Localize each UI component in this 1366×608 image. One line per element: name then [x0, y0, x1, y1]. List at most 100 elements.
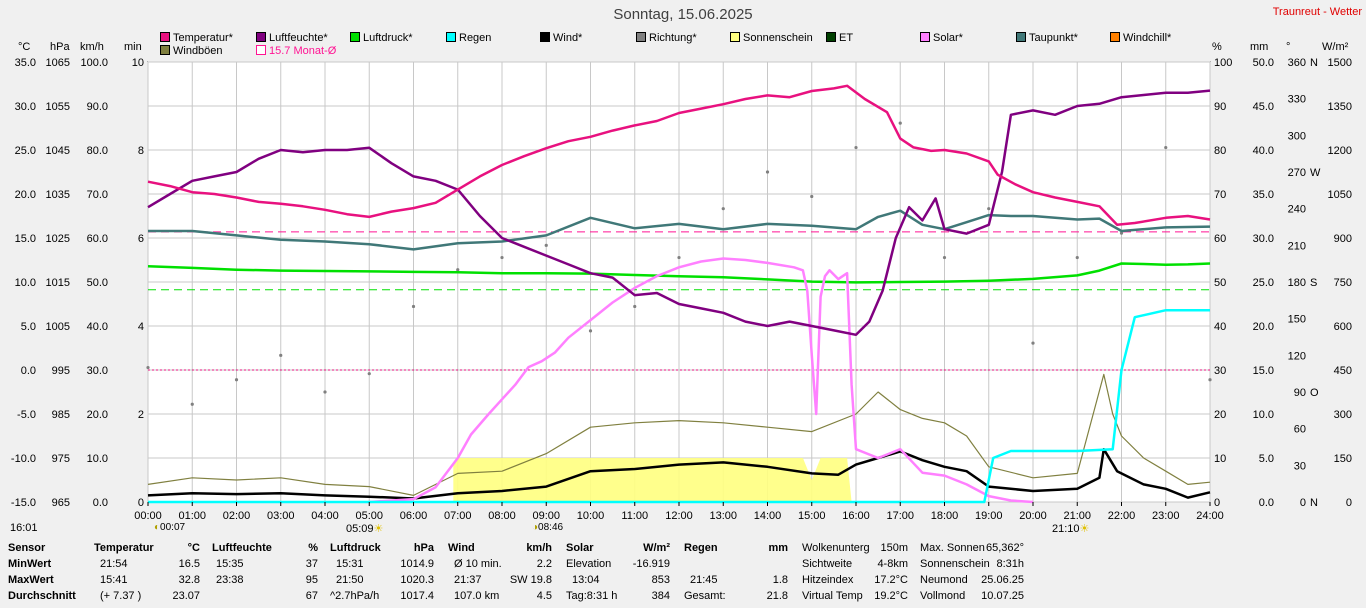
- legend-swatch: [256, 45, 266, 55]
- left-time-label: 16:01: [10, 522, 38, 534]
- sun-icon: ☀: [1079, 523, 1090, 535]
- extra-value: 17.2°C: [874, 574, 908, 586]
- y-compass-label: N: [1310, 497, 1318, 509]
- stat-value: 32.8: [178, 574, 200, 586]
- x-tick-label: 07:00: [444, 510, 472, 522]
- stats-unit-press: hPa: [413, 542, 434, 554]
- y-tick-label-hum: 40: [1214, 321, 1226, 333]
- series-luftfeuchte: [147, 89, 1211, 337]
- sunrise-marker: 05:09☀: [346, 522, 383, 535]
- stat-time: Tag:8:31 h: [566, 590, 618, 602]
- stats-header-wind: Wind: [448, 542, 475, 554]
- legend-item-solar[interactable]: Solar*: [920, 32, 963, 45]
- unit-wm2: W/m²: [1322, 41, 1349, 53]
- legend-item-luftdruck[interactable]: Luftdruck*: [350, 32, 413, 45]
- y-tick-label-solar: 1350: [1328, 101, 1352, 113]
- legend-item-luftfeuchte[interactable]: Luftfeuchte*: [256, 32, 328, 45]
- series-richtung-point: [1031, 341, 1035, 345]
- y-tick-label-hum: 100: [1214, 57, 1232, 69]
- legend-swatch: [446, 32, 456, 42]
- series-richtung-point: [500, 255, 504, 260]
- series-wind: [147, 447, 1211, 500]
- astro-label: Neumond: [920, 574, 968, 586]
- series-richtung-point: [367, 372, 371, 376]
- y-tick-label-press: 1065: [46, 57, 70, 69]
- y-tick-label-sun: 8: [138, 145, 144, 157]
- legend-item-regen[interactable]: Regen: [446, 32, 491, 45]
- legend-label: Luftdruck*: [363, 32, 413, 44]
- legend-item-richtung[interactable]: Richtung*: [636, 32, 697, 45]
- legend-swatch: [160, 32, 170, 42]
- legend-item-wind[interactable]: Wind*: [540, 32, 582, 45]
- extra-label: Hitzeindex: [802, 574, 854, 586]
- x-tick-label: 16:00: [842, 510, 870, 522]
- y-tick-label-rain: 50.0: [1253, 57, 1274, 69]
- stat-time: ^2.7hPa/h: [330, 590, 380, 602]
- legend-swatch: [350, 32, 360, 42]
- legend-item-et[interactable]: ET: [826, 32, 853, 45]
- y-tick-label-hum: 30: [1214, 365, 1226, 377]
- x-tick-label: 03:00: [267, 510, 295, 522]
- y-tick-label-wind: 0.0: [93, 497, 108, 509]
- y-tick-label-temp: 35.0: [15, 57, 36, 69]
- legend-label: Taupunkt*: [1029, 32, 1078, 44]
- x-tick-label: 12:00: [665, 510, 693, 522]
- y-tick-label-sun: 4: [138, 321, 144, 333]
- x-tick-label: 04:00: [311, 510, 339, 522]
- y-tick-label-wind: 50.0: [87, 277, 108, 289]
- y-tick-label-dir: 90: [1294, 387, 1306, 399]
- chart-title: Sonntag, 15.06.2025: [613, 6, 753, 23]
- y-tick-label-rain: 45.0: [1253, 101, 1274, 113]
- legend-label: Windböen: [173, 45, 223, 57]
- legend-item-taupunkt[interactable]: Taupunkt*: [1016, 32, 1078, 45]
- stats-unit-wind: km/h: [526, 542, 552, 554]
- legend-label: Solar*: [933, 32, 963, 44]
- stats-sensor-col: Sensor MinWert MaxWert Durchschnitt: [8, 540, 88, 604]
- legend-item-windboeen[interactable]: Windböen: [160, 45, 223, 58]
- y-tick-label-temp: 0.0: [21, 365, 36, 377]
- y-tick-label-dir: 270: [1288, 167, 1306, 179]
- x-tick-label: 10:00: [577, 510, 605, 522]
- legend-item-windchill[interactable]: Windchill*: [1110, 32, 1171, 45]
- series-sonnenschein: [453, 458, 852, 502]
- y-tick-label-solar: 0: [1346, 497, 1352, 509]
- y-tick-label-temp: -10.0: [11, 453, 36, 465]
- x-tick-label: 00:00: [134, 510, 162, 522]
- sunrise-time: 05:09: [346, 523, 374, 535]
- stat-time: 15:31: [336, 558, 364, 570]
- y-tick-label-solar: 1050: [1328, 189, 1352, 201]
- y-compass-label: N: [1310, 57, 1318, 69]
- legend-label: Regen: [459, 32, 492, 44]
- series-richtung-point: [544, 243, 548, 247]
- stat-value: 95: [305, 574, 318, 586]
- x-tick-label: 08:00: [488, 510, 516, 522]
- stat-value: -16.919: [632, 558, 670, 570]
- stat-value: 23.07: [172, 590, 200, 602]
- stat-time: 21:54: [100, 558, 128, 570]
- stat-time: 15:41: [100, 574, 128, 586]
- y-tick-label-solar: 600: [1334, 321, 1352, 333]
- y-tick-label-rain: 35.0: [1253, 189, 1274, 201]
- legend-item-temperatur[interactable]: Temperatur*: [160, 32, 233, 45]
- series-richtung-point: [1075, 255, 1079, 260]
- stat-time: 15:35: [216, 558, 244, 570]
- legend-item-sonnenschein[interactable]: Sonnenschein: [730, 32, 813, 45]
- x-tick-label: 15:00: [798, 510, 826, 522]
- y-tick-label-sun: 10: [132, 57, 144, 69]
- unit-min: min: [124, 41, 142, 53]
- series-richtung-point: [1119, 231, 1124, 235]
- series-richtung-point: [721, 207, 725, 211]
- extra-value: 150m: [880, 542, 908, 554]
- legend-item-monthly-avg[interactable]: 15.7 Monat-Ø: [256, 45, 336, 58]
- y-tick-label-press: 1035: [46, 189, 70, 201]
- unit-deg: °: [1286, 41, 1291, 53]
- y-tick-label-sun: 2: [138, 409, 144, 421]
- y-tick-label-dir: 30: [1294, 460, 1306, 472]
- y-tick-label-wind: 30.0: [87, 365, 108, 377]
- stat-time: 21:37: [454, 574, 482, 586]
- series-richtung-point: [411, 304, 416, 309]
- x-tick-label: 21:00: [1063, 510, 1091, 522]
- stats-temp-col: Temperatur °C 21:54 16.5 15:41 32.8 (+ 7.37…: [94, 540, 200, 604]
- y-tick-label-temp: -5.0: [17, 409, 36, 421]
- y-tick-label-temp: 20.0: [15, 189, 36, 201]
